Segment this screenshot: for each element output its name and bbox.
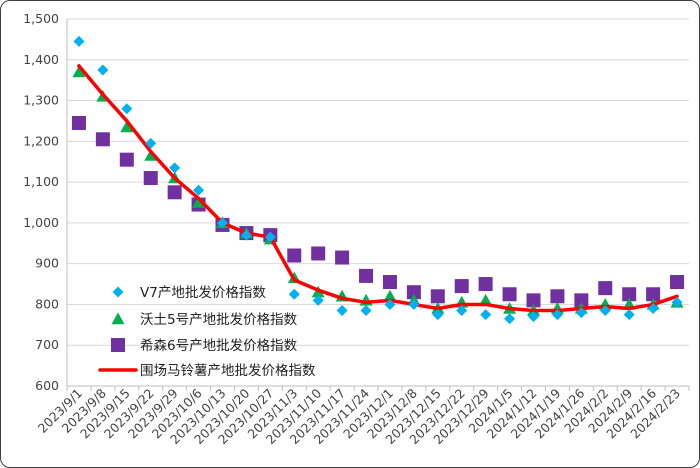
square-point <box>143 171 158 186</box>
y-tick-label: 1,300 <box>23 93 59 108</box>
triangle-point <box>192 196 206 208</box>
square-point <box>622 287 637 302</box>
diamond-point <box>384 298 396 310</box>
legend-item: 希森6号产地批发价格指数 <box>111 338 298 354</box>
diamond-point <box>528 311 539 323</box>
square-point <box>502 287 517 302</box>
legend: V7产地批发价格指数沃土5号产地批发价格指数希森6号产地批发价格指数围场马铃薯产… <box>98 285 316 379</box>
y-tick-label: 1,400 <box>23 52 59 67</box>
square-point <box>430 289 445 304</box>
diamond-point <box>240 229 252 241</box>
square-point <box>598 281 613 296</box>
line-path <box>77 64 679 313</box>
diamond-point <box>145 137 157 149</box>
diamond-point <box>217 217 228 229</box>
y-tick-label: 600 <box>35 378 59 393</box>
square-point <box>119 152 134 167</box>
y-tick-label: 900 <box>35 256 59 271</box>
y-tick-label: 1,200 <box>23 133 59 148</box>
diamond-point <box>97 64 109 76</box>
square-point <box>95 132 110 147</box>
square-point <box>167 185 182 200</box>
diamond-point <box>480 309 492 321</box>
diamond-point <box>312 294 324 306</box>
legend-label: V7产地批发价格指数 <box>140 285 266 301</box>
series-triangle <box>72 65 684 316</box>
legend-label: 沃土5号产地批发价格指数 <box>140 312 298 328</box>
diamond-point <box>551 309 563 321</box>
diamond-point <box>671 296 683 308</box>
diamond-point <box>647 303 659 315</box>
square-point <box>550 289 565 304</box>
triangle-point <box>383 289 397 302</box>
triangle-point <box>479 293 493 306</box>
triangle-point <box>72 65 86 78</box>
legend-swatch <box>112 286 124 298</box>
diamond-point <box>264 231 276 243</box>
diamond-point <box>504 313 516 325</box>
diamond-point <box>575 307 587 319</box>
legend-item: 围场马铃薯产地批发价格指数 <box>98 363 316 379</box>
series-square <box>71 115 685 308</box>
square-point <box>359 268 374 283</box>
y-tick-label: 1,000 <box>23 215 59 230</box>
legend-item: V7产地批发价格指数 <box>112 285 266 301</box>
y-tick-label: 800 <box>35 296 59 311</box>
diamond-point <box>193 184 205 196</box>
legend-label: 希森6号产地批发价格指数 <box>140 338 298 354</box>
diamond-point <box>456 305 468 317</box>
diamond-point <box>599 305 611 317</box>
square-point <box>382 275 397 290</box>
y-tick-label: 1,100 <box>23 174 59 189</box>
axes: 600 700 800 900 1,000 1,100 1,200 1,300 1,400 1,5… <box>23 11 690 447</box>
diamond-point <box>432 309 444 321</box>
diamond-point <box>623 309 635 321</box>
diamond-point <box>169 162 181 174</box>
diamond-point <box>408 298 420 310</box>
square-point <box>311 246 326 261</box>
legend-swatch <box>111 312 125 325</box>
series <box>71 35 685 325</box>
square-point <box>526 293 541 308</box>
legend-swatch <box>111 338 125 352</box>
square-point <box>478 277 493 292</box>
square-point <box>287 248 302 263</box>
square-point <box>71 115 86 130</box>
diamond-point <box>121 103 133 115</box>
diamond-point <box>360 305 372 317</box>
diamond-point <box>336 305 348 317</box>
square-point <box>454 279 469 294</box>
legend-label: 围场马铃薯产地批发价格指数 <box>140 363 316 379</box>
square-point <box>406 285 421 300</box>
legend-item: 沃土5号产地批发价格指数 <box>111 312 298 328</box>
series-line <box>77 64 679 313</box>
diamond-point <box>73 35 85 47</box>
square-point <box>670 275 685 290</box>
square-point <box>335 250 350 265</box>
square-point <box>574 293 589 308</box>
series-diamond <box>73 35 683 325</box>
triangle-point <box>120 120 134 133</box>
square-point <box>646 287 661 302</box>
y-tick-label: 1,500 <box>23 11 59 26</box>
y-tick-label: 700 <box>35 337 59 352</box>
diamond-point <box>288 288 300 300</box>
triangle-point <box>144 149 158 161</box>
